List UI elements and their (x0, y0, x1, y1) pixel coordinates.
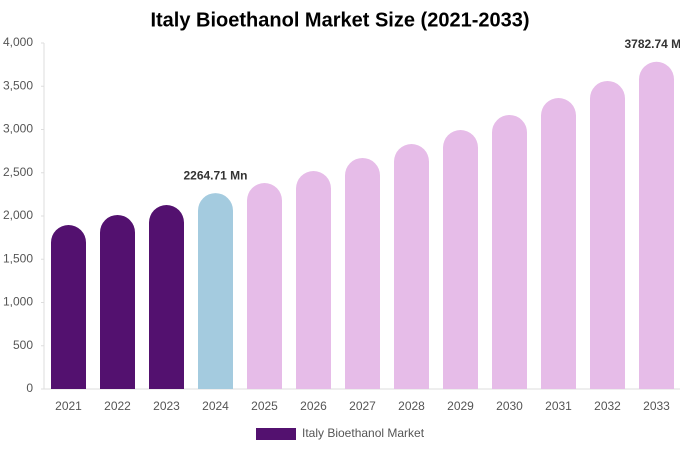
y-tick-label: 1,500 (3, 251, 33, 265)
x-tick-label: 2033 (643, 399, 670, 413)
bar (149, 205, 184, 389)
x-tick-label: 2023 (153, 399, 180, 413)
bar (443, 130, 478, 390)
bar (492, 114, 527, 389)
y-tick-label: 2,000 (3, 208, 33, 222)
bar (198, 193, 233, 389)
x-tick-label: 2024 (202, 399, 229, 413)
y-tick-label: 4,000 (3, 35, 33, 49)
bar (394, 144, 429, 389)
chart-title: Italy Bioethanol Market Size (2021-2033) (150, 9, 529, 31)
x-tick-label: 2030 (496, 399, 523, 413)
x-tick-label: 2027 (349, 399, 376, 413)
bar (51, 224, 86, 389)
y-tick-label: 2,500 (3, 165, 33, 179)
bar (247, 183, 282, 389)
x-tick-label: 2021 (55, 399, 82, 413)
y-tick-label: 3,500 (3, 78, 33, 92)
x-tick-label: 2028 (398, 399, 425, 413)
bar (100, 214, 135, 389)
y-tick-label: 1,000 (3, 295, 33, 309)
bar (541, 98, 576, 389)
bar (345, 157, 380, 389)
x-tick-label: 2031 (545, 399, 572, 413)
x-tick-label: 2026 (300, 399, 327, 413)
legend-label: Italy Bioethanol Market (302, 426, 425, 440)
y-tick-label: 3,000 (3, 122, 33, 136)
legend-swatch (256, 428, 296, 440)
bar (296, 171, 331, 389)
value-label: 2264.71 Mn (183, 168, 247, 182)
x-tick-label: 2025 (251, 399, 278, 413)
value-label: 3782.74 Mn (624, 37, 680, 51)
x-tick-label: 2022 (104, 399, 131, 413)
y-tick-label: 500 (13, 338, 33, 352)
x-tick-label: 2029 (447, 399, 474, 413)
bar (590, 80, 625, 389)
y-tick-label: 0 (26, 381, 33, 395)
x-tick-label: 2032 (594, 399, 621, 413)
bar (639, 61, 674, 389)
